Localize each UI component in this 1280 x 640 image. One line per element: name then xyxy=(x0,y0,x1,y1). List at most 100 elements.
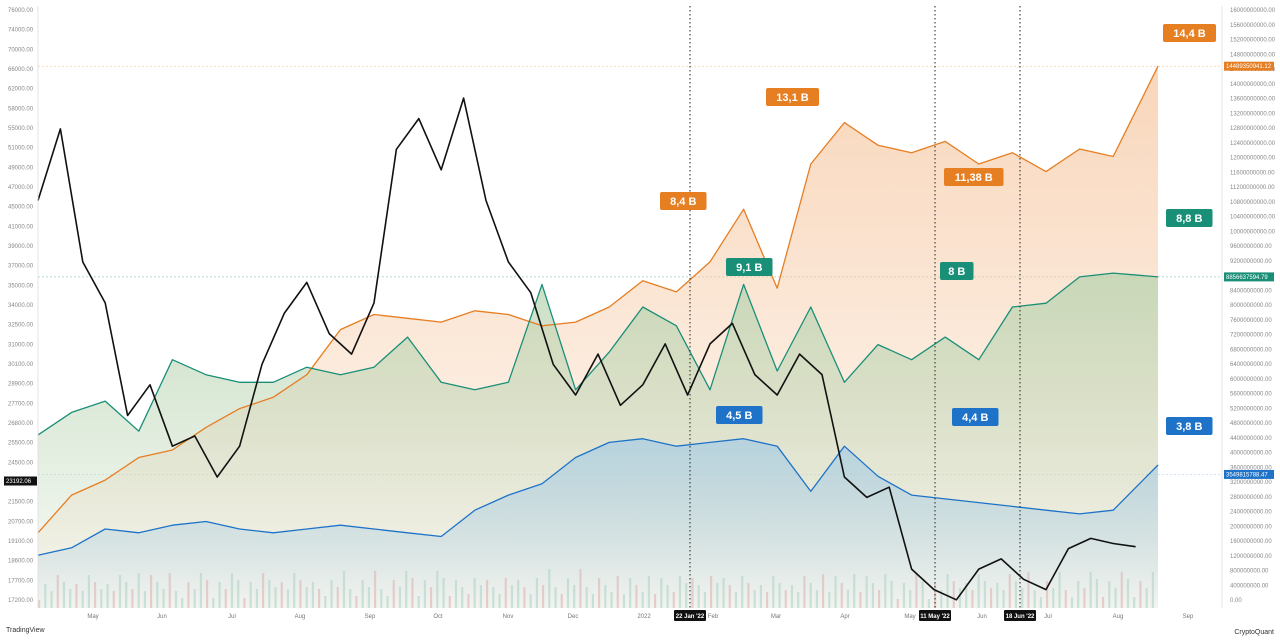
left-axis-tick-label: 49000.00 xyxy=(8,165,34,171)
right-axis-tick-label: 1600000000.00 xyxy=(1230,539,1272,545)
green-callout-box xyxy=(940,262,974,280)
right-axis-tick-label: 10400000000.00 xyxy=(1230,215,1276,221)
left-axis-tick-label: 27700.00 xyxy=(8,401,34,407)
right-axis-tick-label: 4400000000.00 xyxy=(1230,436,1272,442)
left-axis-tick-label: 24500.00 xyxy=(8,460,34,466)
right-axis-tick-label: 400000000.00 xyxy=(1230,583,1269,589)
left-axis-tick-label: 17700.00 xyxy=(8,578,34,584)
right-axis-tick-label: 12000000000.00 xyxy=(1230,156,1276,162)
x-axis-tick-label: Sep xyxy=(365,614,376,620)
right-axis-tick-label: 6000000000.00 xyxy=(1230,377,1272,383)
blue-price-tag-label: 3549815788.47 xyxy=(1226,472,1268,478)
left-axis-tick-label: 62000.00 xyxy=(8,87,34,93)
left-axis-tick-label: 26800.00 xyxy=(8,421,34,427)
price-tag-layer: 14489350941.12 8856637594.79 3549815788.47… xyxy=(4,61,1274,486)
cryptoquant-logo: CryptoQuant xyxy=(1234,629,1274,636)
blue-price-tag xyxy=(1224,469,1274,479)
black-series-line xyxy=(37,97,1136,601)
green-price-tag xyxy=(1224,272,1274,282)
right-axis-tick-label: 1200000000.00 xyxy=(1230,554,1272,560)
right-axis-tick-label: 2800000000.00 xyxy=(1230,495,1272,501)
right-axis-tick-label: 14800000000.00 xyxy=(1230,52,1276,58)
orange-callout-label: 13,1 B xyxy=(776,92,808,104)
event-date-tag xyxy=(919,610,951,621)
right-axis-tick-label: 11200000000.00 xyxy=(1230,185,1275,191)
left-axis-tick-label: 19100.00 xyxy=(8,539,34,545)
left-axis-tick-label: 34000.00 xyxy=(8,303,34,309)
right-axis-tick-label: 4000000000.00 xyxy=(1230,451,1272,457)
right-axis-tick-label: 13600000000.00 xyxy=(1230,97,1276,103)
left-axis-tick-label: 25500.00 xyxy=(8,441,34,447)
right-axis-tick-label: 8400000000.00 xyxy=(1230,288,1272,294)
left-axis-tick-label: 74000.00 xyxy=(8,28,34,34)
right-axis-tick-label: 12800000000.00 xyxy=(1230,126,1276,132)
right-axis-tick-label: 3600000000.00 xyxy=(1230,465,1272,471)
left-axis-tick-label: 41000.00 xyxy=(8,224,34,230)
blue-callout-label: 3,8 B xyxy=(1176,421,1202,433)
event-date-label: 11 May '22 xyxy=(920,614,950,620)
orange-callout-label: 8,4 B xyxy=(670,196,696,208)
right-axis-tick-label: 9200000000.00 xyxy=(1230,259,1272,265)
green-callout-box xyxy=(726,258,773,276)
left-axis-tick-label: 20700.00 xyxy=(8,519,34,525)
right-axis-tick-label: 2400000000.00 xyxy=(1230,510,1272,516)
left-axis-tick-label: 30100.00 xyxy=(8,362,34,368)
left-axis-tick-label: 31000.00 xyxy=(8,342,34,348)
right-axis-tick-label: 6800000000.00 xyxy=(1230,347,1272,353)
event-date-tag xyxy=(674,610,706,621)
left-axis-tick-label: 45000.00 xyxy=(8,205,34,211)
green-callout-box xyxy=(1166,209,1213,227)
blue-callout-box xyxy=(952,408,999,426)
left-axis-tick-label: 58000.00 xyxy=(8,106,34,112)
green-price-tag-label: 8856637594.79 xyxy=(1226,275,1268,281)
blue-callout-label: 4,4 B xyxy=(962,412,988,424)
orange-callout-box xyxy=(766,88,819,106)
event-date-label: 22 Jan '22 xyxy=(676,614,705,620)
right-axis-tick-label: 11600000000.00 xyxy=(1230,170,1275,176)
x-axis-tick-label: Feb xyxy=(708,614,719,620)
left-axis-tick-label: 35000.00 xyxy=(8,283,34,289)
x-axis-tick-label: May xyxy=(904,614,915,620)
right-axis-tick-label: 4800000000.00 xyxy=(1230,421,1272,427)
area-layer xyxy=(38,66,1158,608)
right-axis-tick-label: 2000000000.00 xyxy=(1230,524,1272,530)
x-axis-tick-label: Sep xyxy=(1183,614,1194,620)
green-callout-label: 8 B xyxy=(948,266,965,278)
callout-layer: 8,4 B 13,1 B 11,38 B 14,4 B 9,1 B 8 B 8,8 B 4,5… xyxy=(660,24,1216,435)
blue-callout-box xyxy=(1166,417,1213,435)
right-axis-tick-label: 8000000000.00 xyxy=(1230,303,1272,309)
left-axis-tick-label: 18600.00 xyxy=(8,559,34,565)
right-axis-tick-label: 3200000000.00 xyxy=(1230,480,1272,486)
right-axis-tick-label: 7200000000.00 xyxy=(1230,333,1272,339)
x-axis-tick-label: Aug xyxy=(1113,614,1124,620)
right-axis-tick-label: 0.00 xyxy=(1230,598,1242,604)
orange-price-tag xyxy=(1224,61,1274,71)
x-axis-tick-label: Jun xyxy=(157,614,167,620)
x-axis-tick-label: 2022 xyxy=(637,614,651,620)
right-axis-tick-label: 12400000000.00 xyxy=(1230,141,1276,147)
left-axis-tick-label: 37000.00 xyxy=(8,264,34,270)
right-axis-tick-label: 10000000000.00 xyxy=(1230,229,1276,235)
x-axis-tick-label: Aug xyxy=(295,614,306,620)
right-axis-tick-label: 800000000.00 xyxy=(1230,569,1269,575)
left-axis-tick-label: 21500.00 xyxy=(8,500,34,506)
left-axis-tick-label: 51000.00 xyxy=(8,146,34,152)
orange-callout-box xyxy=(1163,24,1216,42)
left-axis-tick-label: 39000.00 xyxy=(8,244,34,250)
right-value-axis: 16000000000.00 15600000000.00 15200000000.… xyxy=(1221,6,1276,608)
left-axis-tick-label: 32500.00 xyxy=(8,323,34,329)
line-layer xyxy=(37,65,1159,601)
left-axis-tick-label: 55000.00 xyxy=(8,126,34,132)
x-axis-tick-label: Jul xyxy=(1044,614,1052,620)
orange-callout-box xyxy=(944,168,1004,186)
right-axis-tick-label: 15600000000.00 xyxy=(1230,23,1276,29)
green-callout-label: 9,1 B xyxy=(736,262,762,274)
blue-callout-box xyxy=(716,406,763,424)
x-axis-tick-label: Mar xyxy=(771,614,781,620)
right-axis-tick-label: 7600000000.00 xyxy=(1230,318,1272,324)
blue-series-area xyxy=(38,438,1158,608)
black-price-tag-label: 23192.06 xyxy=(6,479,32,485)
orange-callout-label: 14,4 B xyxy=(1173,28,1205,40)
x-axis-tick-label: Nov xyxy=(503,614,514,620)
